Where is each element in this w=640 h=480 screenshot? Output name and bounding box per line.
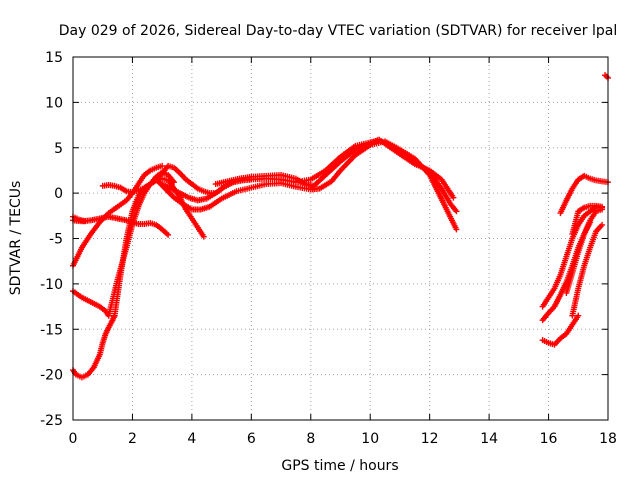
series-arc-s (602, 72, 611, 81)
y-tick-label: -20 (40, 368, 63, 384)
plot-frame (72, 56, 609, 421)
series-arc-r (557, 172, 611, 217)
x-tick-label: 4 (187, 431, 196, 447)
series-arc-c (70, 288, 112, 319)
x-tick-label: 2 (128, 431, 137, 447)
series-arc-k (212, 136, 457, 201)
data-point (453, 226, 460, 233)
data-point (171, 179, 178, 186)
series-arc-a (70, 312, 118, 381)
series-arc-n (539, 203, 606, 310)
data-point (159, 162, 166, 169)
x-tick-label: 0 (69, 431, 78, 447)
x-tick-label: 10 (361, 431, 379, 447)
x-axis-label: GPS time / hours (281, 458, 398, 474)
data-point (599, 221, 606, 228)
data-point (450, 194, 457, 201)
x-tick-label: 18 (599, 431, 617, 447)
y-axis-label: SDTVAR / TECUs (8, 181, 24, 296)
y-tick-label: 0 (54, 186, 63, 202)
x-tick-label: 16 (540, 431, 558, 447)
y-tick-label: 10 (45, 95, 63, 111)
series-arc-o (569, 221, 606, 319)
y-tick-label: -15 (40, 322, 63, 338)
series-arc-q (569, 202, 606, 237)
data-point (453, 208, 460, 215)
data-point (575, 312, 582, 319)
series-arc-p (563, 206, 606, 296)
x-tick-label: 6 (247, 431, 256, 447)
y-tick-label: 5 (54, 141, 63, 157)
grid-lines (73, 57, 608, 420)
x-tick-label: 14 (480, 431, 498, 447)
chart-title: Day 029 of 2026, Sidereal Day-to-day VTE… (59, 23, 617, 39)
series-arc-l (539, 312, 582, 348)
data-marks (70, 72, 611, 381)
y-tick-label: 15 (45, 50, 63, 66)
data-point (165, 231, 172, 238)
data-point (599, 203, 606, 210)
x-tick-label: 8 (306, 431, 315, 447)
x-axis-ticks: 0 2 4 6 8 10 12 14 16 18 (69, 57, 617, 447)
y-axis-ticks: -25 -20 -15 -10 -5 0 5 10 15 (40, 50, 608, 429)
series-arc-i (159, 137, 460, 215)
y-tick-label: -5 (49, 232, 63, 248)
x-tick-label: 12 (421, 431, 439, 447)
data-point (200, 233, 207, 240)
y-tick-label: -10 (40, 277, 63, 293)
data-point (81, 218, 88, 225)
y-tick-label: -25 (40, 413, 63, 429)
series-arc-f (70, 213, 172, 238)
